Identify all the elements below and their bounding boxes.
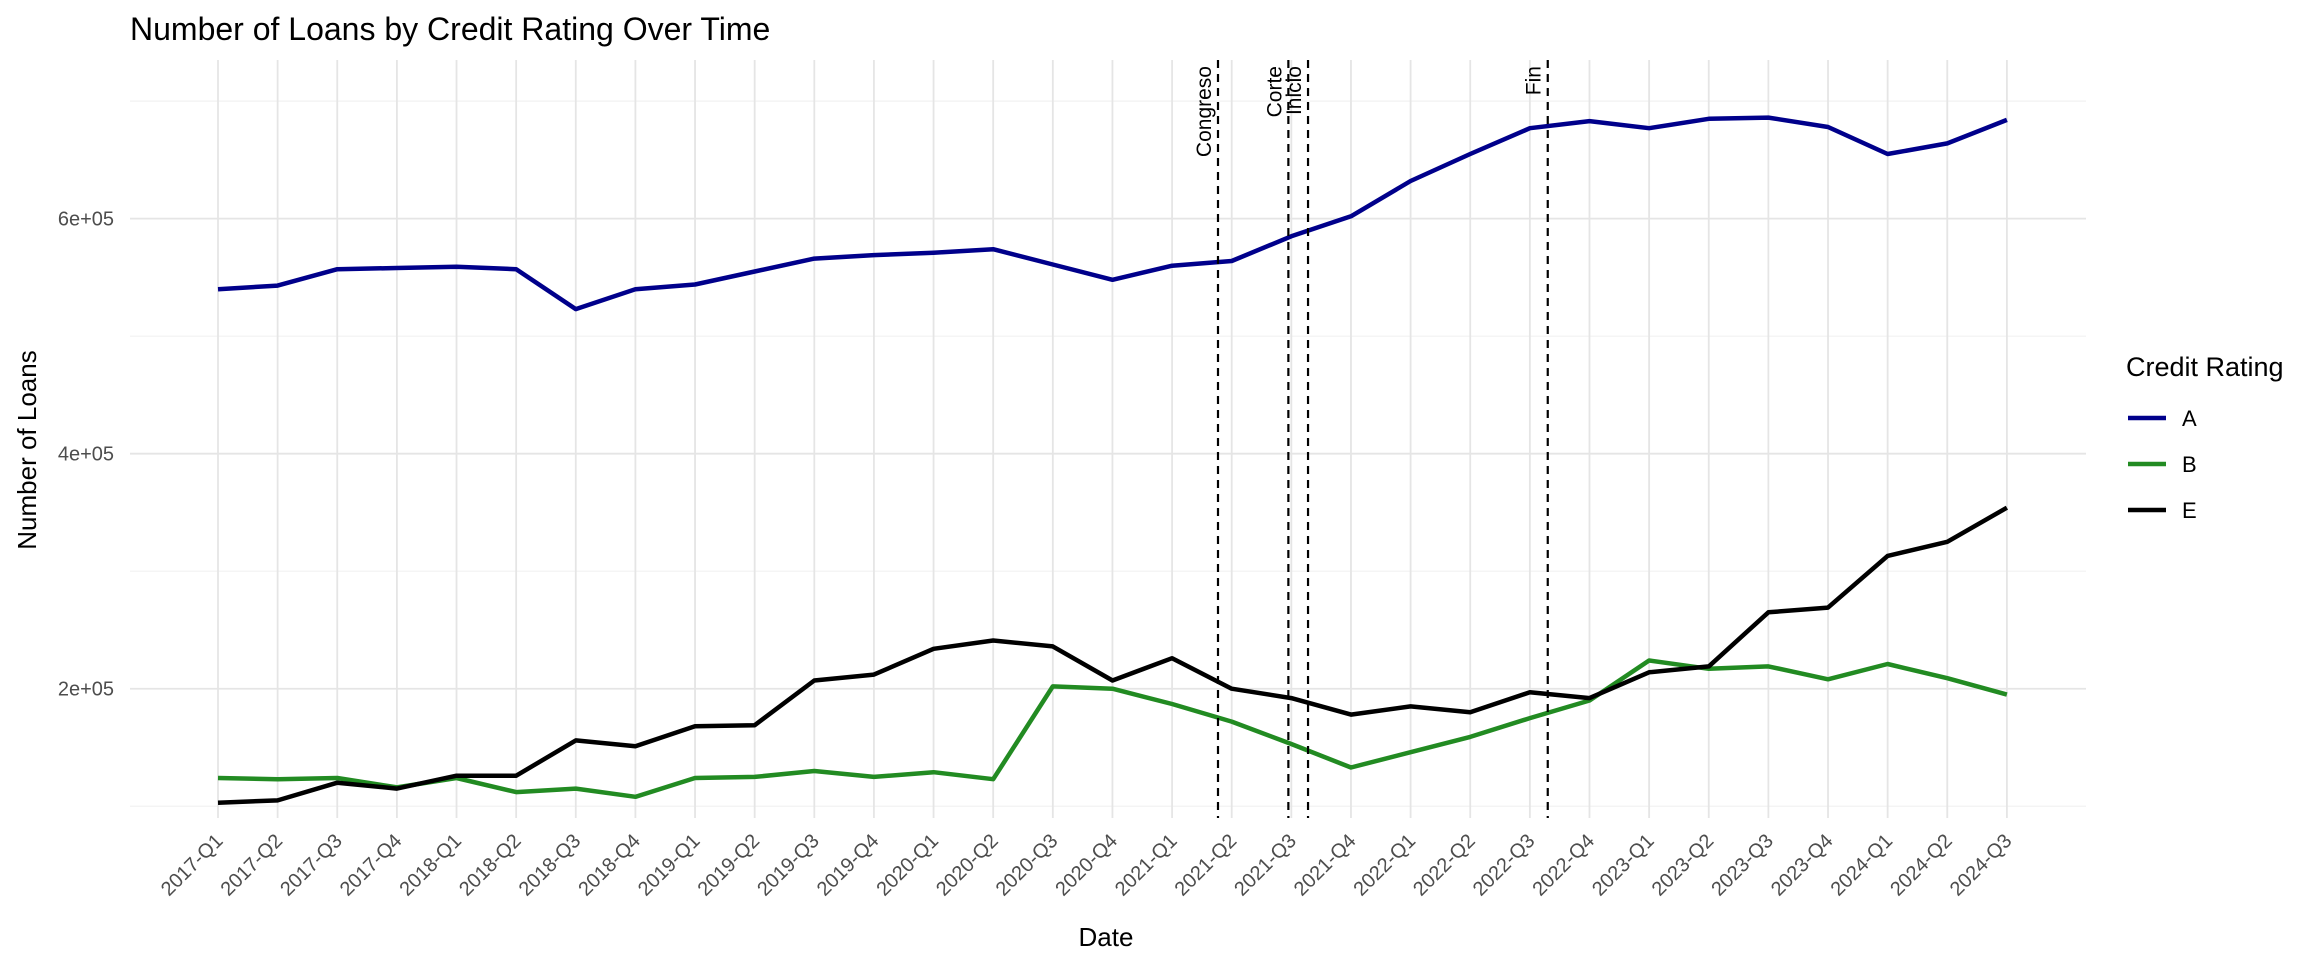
x-tick-label: 2021-Q4 — [1290, 830, 1361, 901]
x-tick-label: 2020-Q1 — [872, 830, 943, 901]
x-tick-label: 2023-Q1 — [1588, 830, 1659, 901]
chart-title: Number of Loans by Credit Rating Over Ti… — [130, 11, 770, 47]
x-tick-label: 2020-Q3 — [992, 830, 1063, 901]
legend: Credit Rating ABE — [2126, 352, 2284, 523]
x-tick-label: 2017-Q3 — [276, 830, 347, 901]
x-tick-label: 2018-Q4 — [574, 830, 645, 901]
x-tick-label: 2024-Q1 — [1827, 830, 1898, 901]
x-tick-label: 2019-Q4 — [813, 830, 884, 901]
y-tick-label: 6e+05 — [58, 209, 114, 231]
x-tick-label: 2017-Q1 — [157, 830, 228, 901]
x-tick-label: 2018-Q1 — [395, 830, 466, 901]
x-tick-label: 2024-Q3 — [1946, 830, 2017, 901]
y-axis-title: Number of Loans — [12, 350, 42, 549]
x-tick-label: 2019-Q1 — [634, 830, 705, 901]
x-tick-label: 2022-Q3 — [1469, 830, 1540, 901]
x-tick-label: 2021-Q3 — [1230, 830, 1301, 901]
series-line-b — [217, 658, 2008, 800]
x-tick-label: 2022-Q2 — [1409, 830, 1480, 901]
x-tick-label: 2022-Q4 — [1528, 830, 1599, 901]
x-tick-label: 2017-Q2 — [217, 830, 288, 901]
x-axis-title: Date — [1079, 922, 1134, 952]
y-tick-label: 4e+05 — [58, 444, 114, 466]
vline-label: Congreso — [1193, 66, 1216, 157]
x-tick-label: 2023-Q3 — [1707, 830, 1778, 901]
x-tick-label: 2019-Q2 — [694, 830, 765, 901]
series-line-a — [217, 115, 2008, 312]
x-tick-label: 2022-Q1 — [1350, 830, 1421, 901]
x-tick-label: 2021-Q1 — [1111, 830, 1182, 901]
legend-label: B — [2182, 452, 2197, 477]
vline-label: Corte — [1263, 66, 1286, 117]
x-tick-label: 2024-Q2 — [1886, 830, 1957, 901]
y-axis-ticks: 2e+05 4e+05 6e+05 — [58, 209, 114, 701]
x-tick-label: 2018-Q2 — [455, 830, 526, 901]
legend-title: Credit Rating — [2126, 352, 2284, 382]
series-lines — [217, 115, 2009, 805]
x-tick-label: 2017-Q4 — [336, 830, 407, 901]
x-tick-label: 2023-Q2 — [1648, 830, 1719, 901]
x-axis-ticks: 2017-Q12017-Q22017-Q32017-Q42018-Q12018-… — [157, 830, 2017, 901]
series-line-e — [217, 505, 2009, 805]
grid-major — [130, 60, 2086, 818]
legend-label: A — [2182, 406, 2197, 431]
vline-label: Fin — [1523, 66, 1546, 95]
y-tick-label: 2e+05 — [58, 679, 114, 701]
x-tick-label: 2023-Q4 — [1767, 830, 1838, 901]
x-tick-label: 2018-Q3 — [515, 830, 586, 901]
vline-label: Inicio — [1283, 66, 1306, 115]
legend-label: E — [2182, 498, 2197, 523]
x-tick-label: 2019-Q3 — [753, 830, 824, 901]
x-tick-label: 2020-Q4 — [1051, 830, 1122, 901]
x-tick-label: 2021-Q2 — [1171, 830, 1242, 901]
x-tick-label: 2020-Q2 — [932, 830, 1003, 901]
